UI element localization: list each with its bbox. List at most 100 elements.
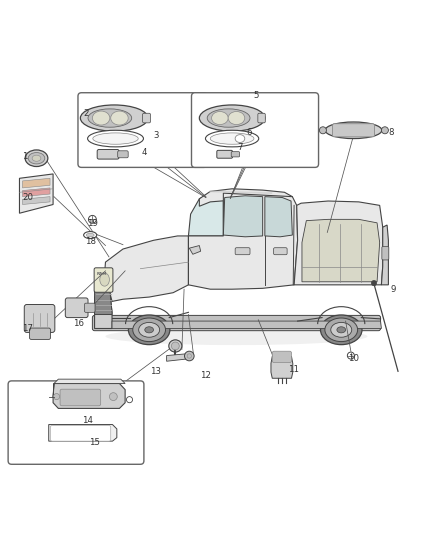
- Polygon shape: [189, 246, 201, 254]
- Polygon shape: [271, 357, 293, 378]
- FancyBboxPatch shape: [94, 268, 113, 292]
- FancyBboxPatch shape: [8, 381, 144, 464]
- Ellipse shape: [325, 318, 357, 342]
- Ellipse shape: [84, 231, 97, 239]
- Polygon shape: [294, 201, 383, 285]
- FancyBboxPatch shape: [118, 151, 128, 158]
- Ellipse shape: [321, 315, 362, 345]
- Ellipse shape: [381, 127, 389, 134]
- Text: 19: 19: [87, 219, 98, 228]
- Ellipse shape: [347, 352, 354, 359]
- FancyBboxPatch shape: [382, 246, 389, 260]
- Ellipse shape: [371, 280, 377, 286]
- FancyBboxPatch shape: [65, 298, 88, 318]
- Ellipse shape: [325, 122, 382, 139]
- Text: RAM: RAM: [97, 272, 107, 276]
- Polygon shape: [265, 197, 292, 237]
- FancyBboxPatch shape: [143, 113, 150, 123]
- Polygon shape: [95, 290, 112, 314]
- Ellipse shape: [187, 354, 191, 358]
- Polygon shape: [22, 197, 50, 205]
- Polygon shape: [166, 354, 186, 361]
- FancyBboxPatch shape: [85, 303, 95, 312]
- FancyBboxPatch shape: [29, 328, 50, 340]
- Ellipse shape: [212, 111, 228, 125]
- Ellipse shape: [171, 342, 179, 350]
- Text: 6: 6: [247, 127, 252, 136]
- Polygon shape: [103, 236, 188, 302]
- FancyBboxPatch shape: [231, 152, 240, 157]
- Ellipse shape: [145, 327, 153, 333]
- Polygon shape: [53, 379, 125, 398]
- Ellipse shape: [205, 130, 259, 147]
- Ellipse shape: [93, 133, 138, 144]
- Polygon shape: [49, 425, 117, 441]
- Text: 16: 16: [73, 319, 84, 328]
- Ellipse shape: [100, 273, 110, 286]
- FancyBboxPatch shape: [92, 316, 381, 330]
- Ellipse shape: [228, 111, 245, 125]
- Polygon shape: [22, 179, 50, 188]
- Ellipse shape: [110, 393, 117, 400]
- Polygon shape: [188, 193, 297, 289]
- Ellipse shape: [127, 397, 133, 403]
- FancyBboxPatch shape: [97, 149, 119, 159]
- FancyBboxPatch shape: [50, 425, 111, 441]
- Polygon shape: [53, 384, 125, 408]
- Ellipse shape: [235, 135, 245, 142]
- Polygon shape: [19, 174, 53, 213]
- Polygon shape: [381, 225, 389, 285]
- Polygon shape: [302, 220, 380, 282]
- Ellipse shape: [184, 351, 194, 361]
- Text: 2: 2: [83, 109, 88, 118]
- FancyBboxPatch shape: [235, 248, 250, 255]
- Ellipse shape: [139, 322, 159, 337]
- Text: 10: 10: [348, 354, 359, 362]
- Polygon shape: [95, 290, 112, 328]
- FancyBboxPatch shape: [332, 124, 374, 137]
- Ellipse shape: [88, 130, 144, 147]
- Ellipse shape: [88, 109, 132, 127]
- FancyBboxPatch shape: [191, 93, 318, 167]
- Polygon shape: [112, 321, 381, 328]
- FancyBboxPatch shape: [272, 351, 291, 362]
- FancyBboxPatch shape: [78, 93, 207, 167]
- Ellipse shape: [169, 340, 182, 352]
- FancyBboxPatch shape: [258, 113, 265, 123]
- Ellipse shape: [128, 315, 170, 345]
- Ellipse shape: [92, 111, 110, 125]
- Ellipse shape: [331, 322, 352, 337]
- Ellipse shape: [319, 127, 326, 134]
- Ellipse shape: [86, 233, 94, 237]
- Polygon shape: [188, 193, 223, 236]
- Ellipse shape: [81, 105, 148, 131]
- Ellipse shape: [337, 327, 346, 333]
- Text: 13: 13: [150, 367, 161, 376]
- FancyBboxPatch shape: [274, 248, 287, 255]
- Text: 17: 17: [22, 324, 33, 333]
- Text: 3: 3: [153, 131, 159, 140]
- Polygon shape: [22, 188, 50, 197]
- Text: 14: 14: [81, 416, 93, 425]
- Text: 5: 5: [253, 91, 259, 100]
- Polygon shape: [199, 189, 292, 206]
- Ellipse shape: [88, 215, 96, 223]
- Text: 7: 7: [237, 143, 243, 152]
- Text: 4: 4: [142, 149, 148, 157]
- Ellipse shape: [53, 393, 60, 400]
- Ellipse shape: [32, 155, 41, 161]
- Ellipse shape: [207, 109, 250, 127]
- Text: 18: 18: [85, 237, 95, 246]
- Text: 8: 8: [389, 127, 394, 136]
- Text: 20: 20: [22, 193, 33, 202]
- FancyBboxPatch shape: [217, 150, 233, 158]
- Ellipse shape: [25, 150, 48, 166]
- Text: 15: 15: [89, 438, 100, 447]
- Ellipse shape: [133, 318, 166, 342]
- Polygon shape: [223, 196, 263, 237]
- Text: 12: 12: [200, 371, 211, 380]
- Text: 1: 1: [22, 152, 28, 161]
- Ellipse shape: [210, 133, 254, 144]
- Text: 9: 9: [391, 285, 396, 294]
- Ellipse shape: [111, 111, 128, 125]
